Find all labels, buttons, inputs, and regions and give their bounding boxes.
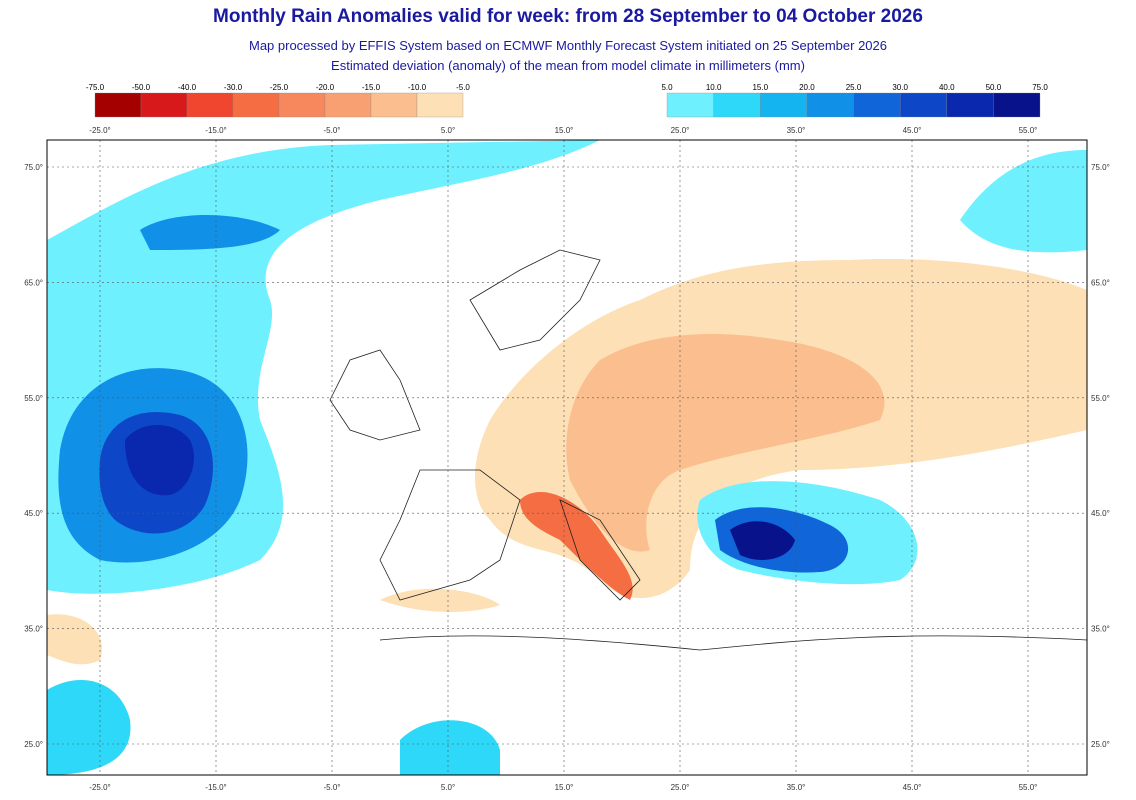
lon-label-bottom: 55.0° <box>1019 783 1038 792</box>
legend-label: -50.0 <box>132 83 151 92</box>
lon-label-bottom: -5.0° <box>324 783 341 792</box>
lat-label-left: 45.0° <box>24 509 43 518</box>
legend-label: 30.0 <box>892 83 908 92</box>
legend-swatch <box>324 92 372 118</box>
lon-label-top: 45.0° <box>903 126 922 135</box>
lon-label-top: -5.0° <box>324 126 341 135</box>
legend-swatch <box>806 92 854 118</box>
description: Estimated deviation (anomaly) of the mea… <box>331 58 805 73</box>
lat-label-left: 35.0° <box>24 625 43 634</box>
legend-label: -5.0 <box>456 83 470 92</box>
legend-swatch <box>899 92 947 118</box>
lon-label-bottom: 15.0° <box>555 783 574 792</box>
legend-swatch <box>232 92 280 118</box>
legend-label: 10.0 <box>706 83 722 92</box>
anomaly-area <box>400 720 500 775</box>
legend-swatch <box>946 92 994 118</box>
anomaly-area <box>960 150 1087 253</box>
lat-label-right: 35.0° <box>1091 625 1110 634</box>
coastline <box>329 249 1087 651</box>
anomaly-area <box>566 334 885 552</box>
legend: -75.0 -50.0 -40.0 -30.0 -25.0 -20.0 -15.0 -10.0… <box>86 83 1048 118</box>
anomaly-area <box>47 680 131 775</box>
lon-label-top: -25.0° <box>89 126 110 135</box>
lon-label-top: 25.0° <box>671 126 690 135</box>
lon-label-top: 15.0° <box>555 126 574 135</box>
lon-label-top: -15.0° <box>205 126 226 135</box>
anomaly-area <box>380 588 500 612</box>
lat-label-left: 55.0° <box>24 394 43 403</box>
anomaly-area <box>140 215 280 250</box>
map-frame <box>46 139 1088 776</box>
axis-labels: -25.0° -25.0° -15.0° -15.0° -5.0° -5.0° 5.0° 5.… <box>24 126 1110 792</box>
lon-label-top: 35.0° <box>787 126 806 135</box>
legend-label: -30.0 <box>224 83 243 92</box>
legend-label: 5.0 <box>661 83 673 92</box>
lon-label-bottom: 25.0° <box>671 783 690 792</box>
legend-swatch <box>853 92 901 118</box>
legend-label: 75.0 <box>1032 83 1048 92</box>
legend-label: -20.0 <box>316 83 335 92</box>
subtitle: Map processed by EFFIS System based on E… <box>249 38 887 53</box>
lat-label-right: 55.0° <box>1091 394 1110 403</box>
legend-label: -75.0 <box>86 83 105 92</box>
lat-label-right: 75.0° <box>1091 163 1110 172</box>
legend-swatch <box>94 92 142 118</box>
anomaly-area <box>47 614 102 665</box>
legend-label: 50.0 <box>986 83 1002 92</box>
legend-label: 20.0 <box>799 83 815 92</box>
lon-label-bottom: 45.0° <box>903 783 922 792</box>
anomaly-area <box>125 425 194 496</box>
lat-label-right: 25.0° <box>1091 740 1110 749</box>
legend-label: 25.0 <box>846 83 862 92</box>
legend-label: -15.0 <box>362 83 381 92</box>
legend-label: -40.0 <box>178 83 197 92</box>
lon-label-top: 55.0° <box>1019 126 1038 135</box>
lat-label-right: 45.0° <box>1091 509 1110 518</box>
legend-label: 40.0 <box>939 83 955 92</box>
legend-label: 15.0 <box>752 83 768 92</box>
legend-swatch <box>713 92 761 118</box>
legend-swatch <box>370 92 418 118</box>
lat-label-left: 25.0° <box>24 740 43 749</box>
lon-label-top: 5.0° <box>441 126 455 135</box>
legend-swatch <box>186 92 234 118</box>
graticule <box>47 140 1087 775</box>
legend-label: -25.0 <box>270 83 289 92</box>
lat-label-left: 65.0° <box>24 278 43 287</box>
lat-label-left: 75.0° <box>24 163 43 172</box>
legend-swatch <box>993 92 1041 118</box>
anomaly-area <box>730 521 795 560</box>
legend-swatch <box>666 92 714 118</box>
legend-swatch <box>140 92 188 118</box>
legend-swatch <box>278 92 326 118</box>
legend-swatch <box>416 92 464 118</box>
title: Monthly Rain Anomalies valid for week: f… <box>213 6 923 27</box>
legend-swatch <box>760 92 808 118</box>
legend-label: -10.0 <box>408 83 427 92</box>
lon-label-bottom: 35.0° <box>787 783 806 792</box>
lon-label-bottom: -15.0° <box>205 783 226 792</box>
lat-label-right: 65.0° <box>1091 278 1110 287</box>
anomaly-area <box>520 491 633 600</box>
lon-label-bottom: 5.0° <box>441 783 455 792</box>
lon-label-bottom: -25.0° <box>89 783 110 792</box>
map <box>46 139 1088 776</box>
